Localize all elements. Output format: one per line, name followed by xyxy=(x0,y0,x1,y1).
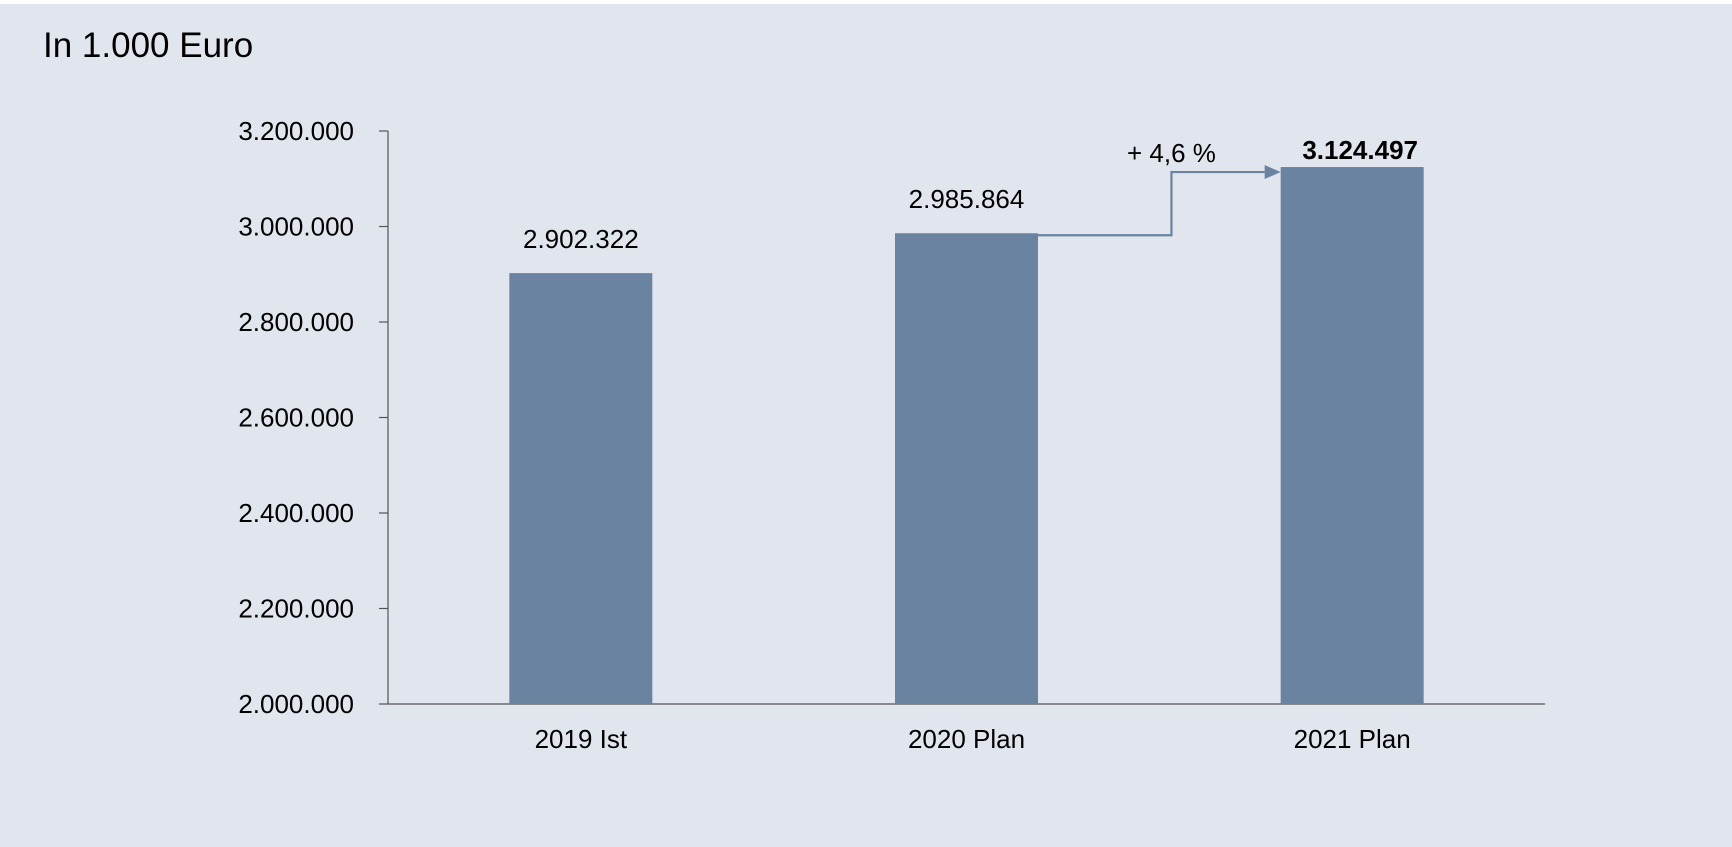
x-tick-label: 2019 Ist xyxy=(535,724,628,754)
growth-annotation-label: + 4,6 % xyxy=(1127,138,1216,168)
growth-annotation: + 4,6 % xyxy=(1038,138,1281,237)
chart-panel xyxy=(0,4,1732,847)
value-labels: 2.902.322 2.985.864 3.124.497 xyxy=(523,135,1418,254)
y-tick-label: 2.000.000 xyxy=(238,689,354,719)
data-label: 2.985.864 xyxy=(909,184,1025,214)
bars xyxy=(509,167,1424,705)
growth-arrow-head xyxy=(1264,165,1281,180)
growth-arrow-line xyxy=(1038,170,1265,237)
x-tick-label: 2021 Plan xyxy=(1294,724,1411,754)
y-tick-label: 2.200.000 xyxy=(238,594,354,624)
y-tick-label: 2.600.000 xyxy=(238,403,354,433)
bar xyxy=(1280,167,1424,705)
y-tick-label: 2.400.000 xyxy=(238,498,354,528)
y-axis: 2.000.000 2.200.000 2.400.000 2.600.000 2.80… xyxy=(238,116,389,719)
data-label: 3.124.497 xyxy=(1302,135,1418,165)
unit-label: In 1.000 Euro xyxy=(43,26,254,65)
bar xyxy=(895,233,1038,704)
x-axis: 2019 Ist 2020 Plan 2021 Plan xyxy=(388,703,1545,754)
bar xyxy=(509,273,653,704)
y-tick-label: 3.200.000 xyxy=(238,116,354,146)
y-tick-label: 3.000.000 xyxy=(238,212,354,242)
y-tick-label: 2.800.000 xyxy=(238,307,354,337)
x-tick-label: 2020 Plan xyxy=(908,724,1025,754)
data-label: 2.902.322 xyxy=(523,224,639,254)
